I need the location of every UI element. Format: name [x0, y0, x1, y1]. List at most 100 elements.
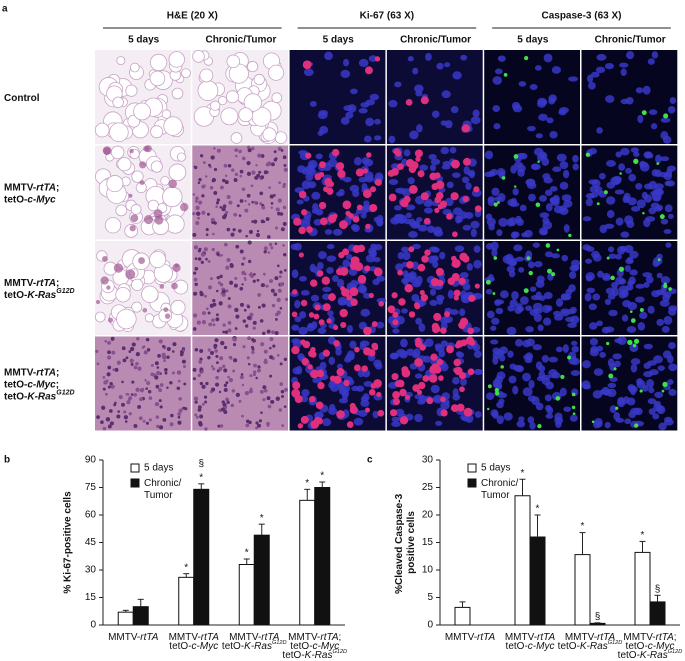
nucleus	[192, 232, 197, 237]
caspase-spot	[591, 420, 595, 424]
nucleus	[430, 158, 441, 165]
nucleus	[392, 328, 400, 334]
nucleus	[525, 250, 533, 260]
nucleus	[570, 357, 580, 366]
ki67-nucleus	[332, 213, 338, 219]
nucleus	[210, 155, 215, 160]
nucleus	[107, 365, 112, 370]
nucleus	[217, 424, 221, 428]
ki67-nucleus	[338, 251, 345, 259]
nucleus	[256, 229, 260, 233]
nucleus	[145, 337, 150, 342]
nucleus	[177, 420, 182, 425]
nucleus	[291, 269, 299, 279]
nucleus	[337, 296, 348, 306]
ki67-nucleus	[355, 168, 364, 177]
nucleus	[424, 338, 434, 348]
y-tick-label: 30	[422, 455, 434, 466]
nucleus	[229, 357, 233, 360]
ki67-nucleus	[450, 192, 459, 201]
ki67-nucleus	[424, 217, 431, 225]
caspase-spot	[627, 339, 633, 346]
fat-cell	[144, 313, 155, 323]
fat-cell	[133, 102, 151, 121]
nucleus	[415, 317, 422, 325]
ki67-nucleus	[300, 209, 308, 216]
nucleus	[375, 321, 385, 329]
nucleus	[147, 389, 152, 394]
nucleus	[543, 317, 552, 326]
nucleus	[496, 349, 505, 356]
nucleus	[259, 389, 264, 394]
panel-label: b	[4, 455, 10, 466]
nucleus	[559, 181, 569, 190]
fat-cell	[170, 299, 186, 316]
fat-cell	[210, 100, 221, 111]
nucleus	[527, 125, 536, 132]
text-segment: K-Ras	[580, 641, 608, 652]
nucleus	[215, 382, 220, 387]
nucleus	[276, 297, 281, 303]
nucleus	[208, 322, 213, 327]
nucleus	[527, 261, 535, 269]
text-segment: c-Myc	[313, 641, 340, 652]
micrograph	[192, 240, 289, 336]
nucleus	[531, 295, 540, 301]
nucleus	[148, 396, 153, 400]
ki67-nucleus	[436, 358, 444, 366]
nucleus	[439, 362, 449, 372]
caspase-spot	[585, 152, 591, 157]
caspase-spot	[668, 287, 672, 291]
ki67-nucleus	[461, 124, 470, 133]
column-title: Chronic/Tumor	[205, 35, 276, 46]
nucleus	[282, 221, 287, 226]
bar	[454, 606, 471, 626]
nucleus	[658, 422, 667, 431]
text-segment: tetO-	[558, 641, 580, 652]
caspase-spot	[656, 162, 660, 165]
nucleus	[278, 408, 283, 412]
nucleus	[322, 286, 332, 293]
nucleus	[199, 290, 203, 294]
text-line: tetO-K-RasG12D	[618, 649, 683, 660]
ki67-nucleus	[298, 190, 307, 199]
nucleus	[270, 246, 274, 250]
panel-label: c	[367, 455, 373, 466]
ki67-nucleus	[391, 167, 399, 176]
nucleus	[197, 216, 200, 220]
text-line: tetO-c-Myc	[506, 641, 555, 652]
nucleus	[208, 285, 213, 290]
nucleus	[360, 102, 370, 108]
ki67-nucleus	[291, 345, 300, 355]
nucleus	[228, 200, 233, 205]
nucleus	[205, 233, 209, 237]
nucleus	[532, 344, 542, 351]
nucleus	[241, 262, 245, 266]
ki67-nucleus	[333, 325, 339, 331]
nucleus	[125, 392, 129, 396]
micrograph	[192, 335, 289, 431]
nucleus	[303, 68, 314, 77]
fat-cell	[117, 157, 132, 172]
nucleus	[599, 224, 608, 234]
nucleus	[246, 315, 252, 320]
nucleus	[209, 277, 213, 281]
nucleus	[182, 406, 186, 410]
nucleus	[331, 275, 339, 283]
caspase-spot	[497, 201, 500, 204]
row-label: MMTV-rtTA; tetO-c-Myc; tetO-K-RasG12D	[4, 367, 75, 402]
nucleus	[263, 246, 268, 251]
nucleus	[215, 354, 219, 358]
nucleus	[230, 403, 235, 408]
nucleus	[213, 167, 218, 172]
nucleus	[148, 418, 152, 422]
nucleus	[525, 305, 533, 311]
nucleus	[225, 289, 229, 293]
nucleus	[551, 253, 560, 259]
ki67-nucleus	[433, 312, 442, 322]
nucleus	[563, 406, 572, 412]
text-segment: c-Myc	[528, 641, 555, 652]
nucleus	[512, 385, 519, 395]
nucleus	[194, 266, 199, 271]
nucleus	[231, 168, 235, 172]
